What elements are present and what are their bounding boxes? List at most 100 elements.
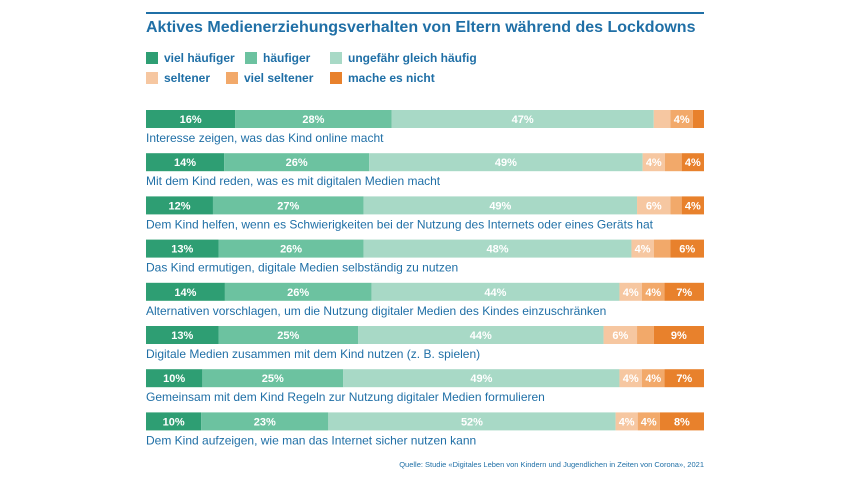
legend-swatch: [330, 52, 342, 64]
data-label: 25%: [277, 330, 299, 342]
data-label: 26%: [287, 287, 309, 299]
data-label: 4%: [645, 373, 661, 385]
bar-segment: [619, 282, 642, 301]
category-label: Digitale Medien zusammen mit dem Kind nu…: [146, 347, 480, 361]
bar-segment: [653, 110, 671, 128]
category-label: Dem Kind helfen, wenn es Schwierigkeiten…: [146, 217, 654, 231]
data-label: 8%: [674, 416, 690, 428]
category-label: Alternativen vorschlagen, um die Nutzung…: [146, 304, 606, 318]
category-label: Das Kind ermutigen, digitale Medien selb…: [146, 261, 458, 275]
bar-segment: [637, 412, 660, 431]
legend-item-haeufiger: häufiger: [245, 51, 310, 65]
legend-item-viel-seltener: viel seltener: [226, 71, 313, 85]
bar-segment: [637, 326, 654, 344]
data-label: 47%: [512, 114, 534, 126]
bar-segment: [670, 196, 682, 215]
bar-segment: [369, 153, 643, 172]
category-label: Mit dem Kind reden, was es mit digitalen…: [146, 174, 441, 188]
data-label: 10%: [163, 416, 185, 428]
data-label: 7%: [676, 287, 692, 299]
bar-segment: [619, 369, 642, 388]
bar-segment: [146, 369, 203, 388]
data-label: 4%: [674, 114, 690, 126]
legend-label: mache es nicht: [348, 71, 435, 85]
data-label: 4%: [685, 157, 701, 169]
legend-swatch: [146, 52, 158, 64]
data-label: 28%: [302, 114, 324, 126]
data-label: 44%: [470, 330, 492, 342]
data-label: 7%: [676, 373, 692, 385]
data-label: 14%: [174, 157, 196, 169]
data-label: 26%: [286, 157, 308, 169]
bar-segment: [224, 282, 372, 301]
bar-segment: [201, 412, 329, 431]
bar-segment: [358, 326, 604, 344]
bar-segment: [146, 196, 213, 215]
data-label: 14%: [174, 287, 196, 299]
legend-label: ungefähr gleich häufig: [348, 51, 477, 65]
bar-segment: [681, 196, 704, 215]
data-label: 49%: [489, 200, 511, 212]
legend-label: viel seltener: [244, 71, 314, 85]
category-label: Interesse zeigen, was das Kind online ma…: [146, 131, 384, 145]
bar-segment: [642, 153, 665, 172]
bar-segment: [653, 326, 704, 344]
data-label: 6%: [612, 330, 628, 342]
bar-segment: [328, 412, 616, 431]
data-label: 4%: [623, 287, 639, 299]
data-label: 9%: [671, 330, 687, 342]
data-label: 6%: [646, 200, 662, 212]
data-label: 10%: [163, 373, 185, 385]
bar-segment: [235, 110, 392, 128]
bar-segment: [637, 196, 671, 215]
legend-swatch: [245, 52, 257, 64]
bar-segment: [202, 369, 344, 388]
legend-label: seltener: [164, 71, 211, 85]
data-label: 48%: [487, 244, 509, 256]
data-label: 4%: [623, 373, 639, 385]
data-label: 44%: [484, 287, 506, 299]
bar-segment: [146, 412, 202, 431]
bar-segment: [659, 412, 704, 431]
data-label: 6%: [679, 244, 695, 256]
bar-segment: [670, 239, 704, 258]
bar-segment: [692, 110, 704, 128]
data-label: 4%: [685, 200, 701, 212]
bar-segment: [664, 282, 704, 301]
data-label: 4%: [645, 287, 661, 299]
bar-segment: [343, 369, 620, 388]
data-label: 49%: [470, 373, 492, 385]
bar-segment: [146, 153, 225, 172]
legend-swatch: [330, 72, 342, 84]
legend-swatch: [146, 72, 158, 84]
bar-segment: [218, 326, 359, 344]
data-label: 23%: [254, 416, 276, 428]
data-label: 25%: [262, 373, 284, 385]
bar-segment: [615, 412, 638, 431]
bar-segment: [146, 282, 225, 301]
bar-segment: [371, 282, 620, 301]
bar-segment: [670, 110, 693, 128]
bar-segment: [603, 326, 638, 344]
data-label: 4%: [646, 157, 662, 169]
data-label: 4%: [619, 416, 635, 428]
bar-segment: [391, 110, 654, 128]
legend-swatch: [226, 72, 238, 84]
bar-segment: [146, 239, 219, 258]
data-label: 4%: [641, 416, 657, 428]
legend-label: viel häufiger: [164, 51, 235, 65]
legend-item-seltener: seltener: [146, 71, 210, 85]
data-label: 49%: [495, 157, 517, 169]
title-rule: [146, 12, 704, 14]
bar-segment: [224, 153, 370, 172]
legend-label: häufiger: [263, 51, 311, 65]
bar-segment: [642, 282, 665, 301]
category-label: Dem Kind aufzeigen, wie man das Internet…: [146, 433, 476, 447]
legend-item-mache-es-nicht: mache es nicht: [330, 71, 435, 85]
data-label: 13%: [171, 330, 193, 342]
data-label: 26%: [280, 244, 302, 256]
bar-segment: [146, 110, 236, 128]
data-label: 27%: [277, 200, 299, 212]
legend-item-ungefaehr-gleich: ungefähr gleich häufig: [330, 51, 477, 65]
bar-segment: [212, 196, 364, 215]
